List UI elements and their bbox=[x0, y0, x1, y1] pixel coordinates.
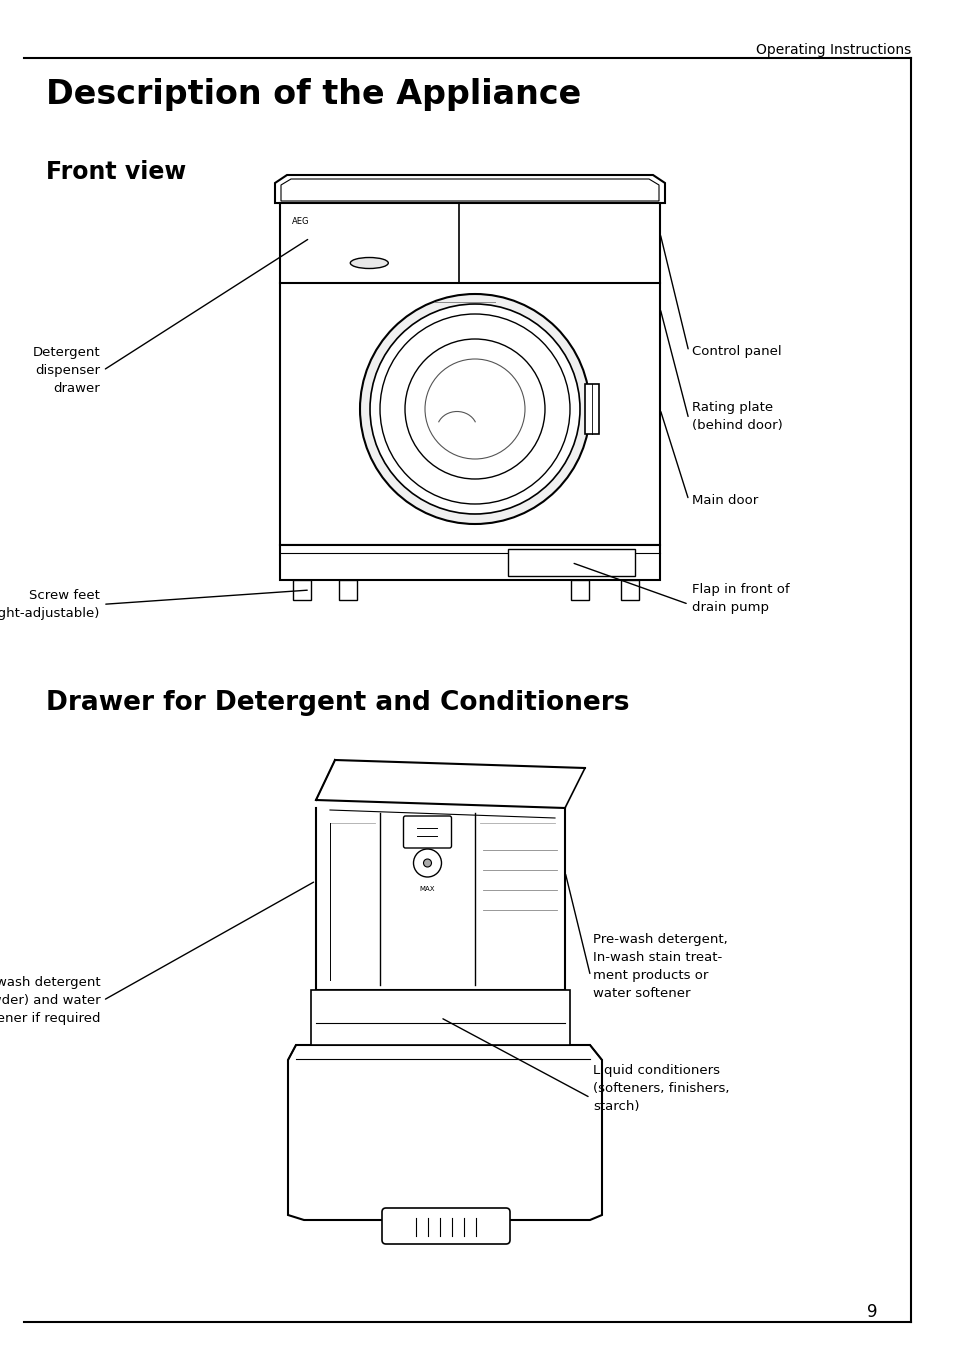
Bar bbox=[280, 203, 659, 545]
Bar bbox=[571, 580, 588, 600]
Text: Screw feet
(height-adjustable): Screw feet (height-adjustable) bbox=[0, 589, 100, 619]
FancyBboxPatch shape bbox=[403, 817, 451, 848]
Text: Main door: Main door bbox=[691, 493, 757, 507]
Polygon shape bbox=[288, 1045, 601, 1220]
Text: Control panel: Control panel bbox=[691, 345, 781, 358]
Circle shape bbox=[424, 360, 524, 458]
Bar bbox=[584, 384, 598, 434]
Text: Pre-wash detergent,
In-wash stain treat-
ment products or
water softener: Pre-wash detergent, In-wash stain treat-… bbox=[593, 933, 727, 1000]
Circle shape bbox=[413, 849, 441, 877]
Bar bbox=[311, 990, 569, 1045]
Text: Drawer for Detergent and Conditioners: Drawer for Detergent and Conditioners bbox=[46, 690, 629, 715]
Text: Main wash detergent
(powder) and water
softener if required: Main wash detergent (powder) and water s… bbox=[0, 976, 100, 1025]
FancyBboxPatch shape bbox=[381, 1207, 510, 1244]
Circle shape bbox=[359, 293, 589, 525]
Text: Front view: Front view bbox=[46, 160, 186, 184]
Circle shape bbox=[405, 339, 544, 479]
Text: MAX: MAX bbox=[419, 886, 435, 892]
Circle shape bbox=[370, 304, 579, 514]
Text: Liquid conditioners
(softeners, finishers,
starch): Liquid conditioners (softeners, finisher… bbox=[593, 1064, 729, 1113]
Bar bbox=[338, 580, 356, 600]
Polygon shape bbox=[281, 178, 659, 201]
Text: Description of the Appliance: Description of the Appliance bbox=[46, 78, 580, 111]
Bar bbox=[280, 545, 659, 580]
Text: Detergent
dispenser
drawer: Detergent dispenser drawer bbox=[32, 346, 100, 395]
Circle shape bbox=[423, 859, 431, 867]
Text: Flap in front of
drain pump: Flap in front of drain pump bbox=[691, 584, 788, 614]
Text: Operating Instructions: Operating Instructions bbox=[755, 43, 910, 57]
Circle shape bbox=[379, 314, 569, 504]
Ellipse shape bbox=[350, 257, 388, 269]
Bar bbox=[620, 580, 639, 600]
Polygon shape bbox=[274, 174, 664, 203]
Text: 9: 9 bbox=[866, 1303, 877, 1321]
Bar bbox=[507, 549, 635, 576]
Text: AEG: AEG bbox=[292, 218, 309, 226]
Text: Rating plate
(behind door): Rating plate (behind door) bbox=[691, 402, 781, 431]
Bar bbox=[293, 580, 311, 600]
